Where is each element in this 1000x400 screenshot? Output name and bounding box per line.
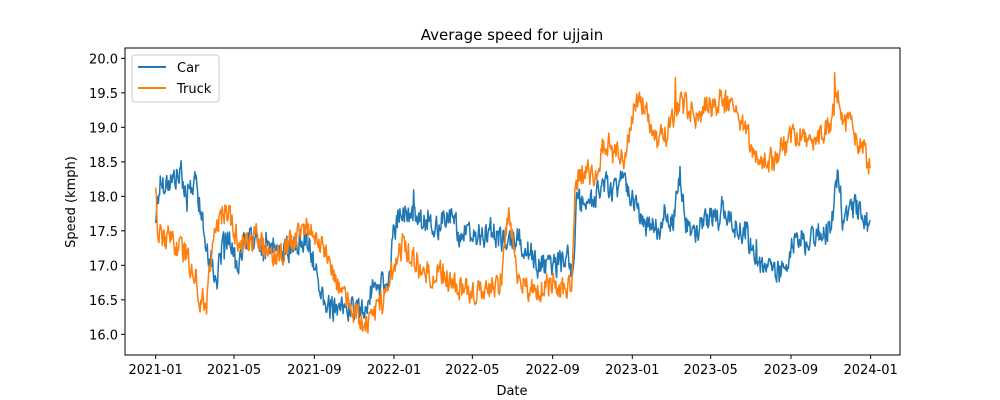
- y-tick-label: 18.5: [89, 156, 118, 171]
- y-tick-label: 20.0: [89, 52, 118, 67]
- y-axis: 16.0 16.5 17.0 17.5 18.0 18.5 19.0 19.5 20.0: [89, 52, 125, 343]
- y-tick-label: 17.5: [89, 225, 118, 240]
- y-tick-label: 17.0: [89, 259, 118, 274]
- x-tick-label: 2022-01: [367, 363, 421, 378]
- y-tick-label: 18.0: [89, 190, 118, 205]
- legend-label-truck: Truck: [176, 82, 212, 97]
- plot-frame: [124, 47, 901, 356]
- x-tick-label: 2022-05: [445, 363, 499, 378]
- series-line-truck: [154, 71, 871, 334]
- series-layer: [154, 71, 871, 334]
- legend: Car Truck: [131, 54, 220, 103]
- x-tick-label: 2021-01: [129, 363, 183, 378]
- legend-label-car: Car: [177, 61, 200, 76]
- y-tick-label: 19.5: [89, 87, 118, 102]
- x-tick-label: 2023-01: [605, 363, 659, 378]
- y-tick-label: 19.0: [89, 121, 118, 136]
- x-tick-label: 2023-09: [764, 363, 818, 378]
- x-tick-label: 2021-09: [287, 363, 341, 378]
- chart-title: Average speed for ujjain: [421, 26, 604, 44]
- x-axis: 2021-01 2021-05 2021-09 2022-01 2022-05 2022-…: [129, 355, 898, 378]
- x-tick-label: 2021-05: [207, 363, 261, 378]
- x-axis-label: Date: [496, 384, 527, 399]
- x-tick-label: 2024-01: [843, 363, 897, 378]
- x-tick-label: 2023-05: [683, 363, 737, 378]
- y-tick-label: 16.5: [89, 294, 118, 309]
- y-tick-label: 16.0: [89, 328, 118, 343]
- y-axis-label: Speed (kmph): [64, 156, 79, 248]
- x-tick-label: 2022-09: [525, 363, 579, 378]
